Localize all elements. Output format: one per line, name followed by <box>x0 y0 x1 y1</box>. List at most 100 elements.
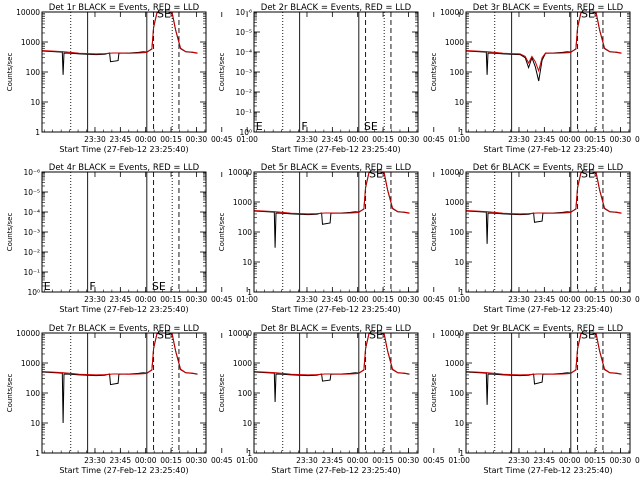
y-tick-label: 100 <box>450 389 465 398</box>
detector-plot-7: Det 7r BLACK = Events, RED = LLD Counts/s… <box>6 324 258 475</box>
y-axis-label: Counts/sec <box>218 213 226 252</box>
y-tick-label: 1 <box>247 449 252 458</box>
x-tick-label: 23:45 <box>534 295 556 304</box>
x-tick-label: 00:00 <box>347 295 369 304</box>
y-tick-label: 1 <box>459 288 464 297</box>
y-tick-label: 10⁻³ <box>23 228 40 237</box>
plot-frame <box>253 332 419 454</box>
y-tick-label: 10000 <box>440 8 464 17</box>
period-marker-label: SE <box>581 7 595 20</box>
period-marker-label: E <box>44 280 51 293</box>
detector-plot-3: Det 3r BLACK = Events, RED = LLD Counts/s… <box>430 3 640 154</box>
x-tick-label: 23:45 <box>534 456 556 465</box>
x-tick-label: 23:30 <box>508 135 530 144</box>
lld-series-line <box>466 172 622 215</box>
x-tick-label: 23:30 <box>508 456 530 465</box>
detector-plot-8: Det 8r BLACK = Events, RED = LLD Counts/s… <box>218 324 470 475</box>
plot-title: Det 4r BLACK = Events, RED = LLD <box>49 163 200 173</box>
y-tick-label: 1 <box>459 128 464 137</box>
plot-frame <box>253 11 419 133</box>
x-tick-label: 00:15 <box>160 135 182 144</box>
x-tick-label: 00:15 <box>372 456 394 465</box>
y-tick-label: 10000 <box>16 329 40 338</box>
y-tick-label: 10 <box>454 419 464 428</box>
plot-title: Det 8r BLACK = Events, RED = LLD <box>261 324 412 334</box>
y-tick-label: 10⁻⁶ <box>23 168 40 177</box>
x-axis-label: Start Time (27-Feb-12 23:25:40) <box>59 466 188 475</box>
y-tick-label: 10⁻⁴ <box>235 48 252 57</box>
x-tick-label: 00:45 <box>635 135 640 144</box>
detector-plot-9: Det 9r BLACK = Events, RED = LLD Counts/s… <box>430 324 640 475</box>
y-axis-label: Counts/sec <box>218 374 226 413</box>
x-tick-label: 00:30 <box>398 135 420 144</box>
y-tick-label: 10⁻¹ <box>235 108 252 117</box>
plot-title: Det 7r BLACK = Events, RED = LLD <box>49 324 200 334</box>
plot-title: Det 9r BLACK = Events, RED = LLD <box>473 324 624 334</box>
x-tick-label: 00:00 <box>135 135 157 144</box>
plot-frame <box>465 171 631 293</box>
x-axis-label: Start Time (27-Feb-12 23:25:40) <box>59 305 188 314</box>
y-tick-label: 10000 <box>16 8 40 17</box>
period-marker-label: SE <box>581 328 595 341</box>
x-tick-label: 00:45 <box>211 295 233 304</box>
x-tick-label: 00:30 <box>610 295 632 304</box>
x-axis-label: Start Time (27-Feb-12 23:25:40) <box>483 466 612 475</box>
y-tick-label: 100 <box>238 389 253 398</box>
x-tick-label: 00:15 <box>584 295 606 304</box>
x-tick-label: 00:30 <box>186 456 208 465</box>
x-tick-label: 00:45 <box>211 456 233 465</box>
x-tick-label: 00:15 <box>584 135 606 144</box>
x-tick-label: 00:00 <box>559 295 581 304</box>
lld-series-line <box>254 172 410 215</box>
x-tick-label: 00:45 <box>423 456 445 465</box>
plot-title: Det 2r BLACK = Events, RED = LLD <box>261 3 412 13</box>
plot-frame <box>41 332 207 454</box>
y-tick-label: 10 <box>454 98 464 107</box>
detector-plot-2: Det 2r BLACK = Events, RED = LLD Counts/s… <box>218 3 470 154</box>
x-tick-label: 00:00 <box>135 456 157 465</box>
x-tick-label: 00:00 <box>347 135 369 144</box>
plot-frame <box>253 171 419 293</box>
y-tick-label: 1 <box>35 449 40 458</box>
x-tick-label: 00:00 <box>347 456 369 465</box>
y-tick-label: 10⁻² <box>235 88 252 97</box>
y-tick-label: 10⁻⁵ <box>23 188 40 197</box>
x-tick-label: 00:15 <box>372 295 394 304</box>
x-tick-label: 23:30 <box>296 456 318 465</box>
x-tick-label: 23:45 <box>110 295 132 304</box>
y-axis-label: Counts/sec <box>6 213 14 252</box>
x-tick-label: 00:00 <box>559 456 581 465</box>
x-tick-label: 23:30 <box>296 295 318 304</box>
plot-frame <box>465 332 631 454</box>
x-tick-label: 00:15 <box>372 135 394 144</box>
lld-series-line <box>466 12 622 73</box>
x-tick-label: 00:45 <box>423 135 445 144</box>
detector-plot-1: Det 1r BLACK = Events, RED = LLD Counts/s… <box>6 3 258 154</box>
y-tick-label: 10 <box>30 419 40 428</box>
y-tick-label: 1000 <box>21 359 40 368</box>
y-tick-label: 1 <box>247 288 252 297</box>
period-marker-label: SE <box>152 280 166 293</box>
x-tick-label: 01:00 <box>236 135 258 144</box>
x-axis-label: Start Time (27-Feb-12 23:25:40) <box>59 145 188 154</box>
x-axis-label: Start Time (27-Feb-12 23:25:40) <box>483 305 612 314</box>
x-tick-label: 01:00 <box>448 295 470 304</box>
detector-plot-5: Det 5r BLACK = Events, RED = LLD Counts/s… <box>218 163 470 314</box>
y-tick-label: 10⁻² <box>23 248 40 257</box>
x-tick-label: 00:45 <box>211 135 233 144</box>
y-axis-label: Counts/sec <box>430 53 438 92</box>
x-axis-label: Start Time (27-Feb-12 23:25:40) <box>271 145 400 154</box>
y-tick-label: 1000 <box>445 359 464 368</box>
x-tick-label: 00:45 <box>423 295 445 304</box>
plot-title: Det 5r BLACK = Events, RED = LLD <box>261 163 412 173</box>
x-axis-label: Start Time (27-Feb-12 23:25:40) <box>483 145 612 154</box>
period-marker-label: SE <box>369 167 383 180</box>
plot-frame <box>41 171 207 293</box>
y-axis-label: Counts/sec <box>430 374 438 413</box>
y-tick-label: 10000 <box>228 168 252 177</box>
y-tick-label: 10 <box>454 258 464 267</box>
plot-title: Det 1r BLACK = Events, RED = LLD <box>49 3 200 13</box>
period-marker-label: SE <box>157 7 171 20</box>
x-tick-label: 23:45 <box>110 135 132 144</box>
x-axis-label: Start Time (27-Feb-12 23:25:40) <box>271 466 400 475</box>
